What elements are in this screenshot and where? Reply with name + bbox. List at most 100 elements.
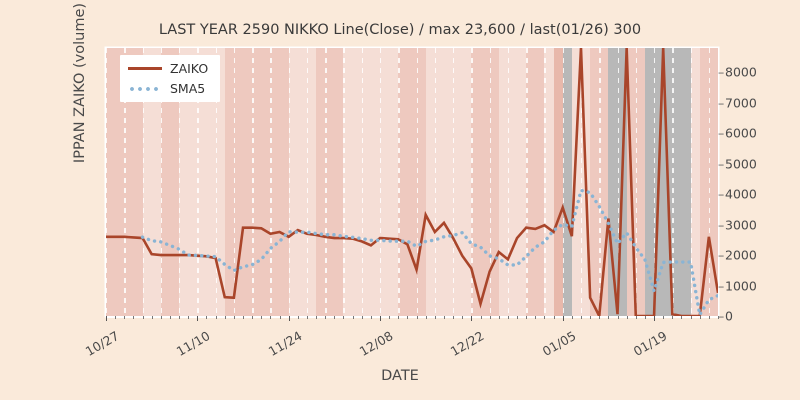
y-tick-label: –4000 — [718, 187, 757, 202]
x-tick-mark — [106, 316, 107, 321]
gridline-vertical — [526, 48, 528, 316]
x-tick-mark — [370, 316, 372, 319]
gridline-vertical — [453, 48, 455, 316]
x-tick-mark — [517, 316, 519, 319]
x-tick-mark — [306, 316, 308, 319]
x-tick-mark — [580, 316, 582, 319]
x-tick-mark — [233, 316, 235, 319]
x-tick-mark — [243, 316, 244, 319]
y-tick-label: –7000 — [718, 95, 757, 110]
x-tick-mark — [252, 316, 254, 319]
x-tick-mark — [654, 316, 656, 321]
gridline-vertical — [434, 48, 437, 316]
y-tick-mark: – — [718, 247, 725, 263]
gridline-vertical — [380, 48, 382, 316]
x-tick-mark — [681, 316, 683, 319]
x-tick-mark — [544, 316, 546, 319]
x-tick-mark — [571, 316, 573, 319]
x-tick-mark — [672, 316, 674, 319]
x-tick-mark — [425, 316, 427, 319]
x-tick-mark — [416, 316, 418, 319]
background-band — [343, 48, 399, 316]
background-band — [526, 48, 545, 316]
legend-swatch-sma5 — [128, 86, 162, 91]
x-tick-mark — [169, 316, 171, 319]
y-tick-label: –2000 — [718, 248, 757, 263]
legend-label-sma5: SMA5 — [170, 81, 206, 96]
x-tick-mark — [498, 316, 500, 319]
y-tick-text: 8000 — [725, 64, 757, 80]
gridline-vertical — [124, 48, 126, 316]
y-tick-mark: – — [718, 186, 725, 202]
x-tick-mark — [160, 316, 162, 319]
y-tick-mark: – — [718, 95, 725, 111]
legend-swatch-zaiko — [128, 67, 162, 70]
y-tick-mark: – — [718, 156, 725, 172]
x-axis-label: DATE — [381, 368, 419, 384]
gridline-vertical — [142, 48, 144, 316]
gridline-vertical — [252, 48, 254, 316]
x-tick-mark — [288, 316, 290, 321]
gridline-vertical — [617, 48, 619, 316]
x-tick-mark — [179, 316, 181, 319]
x-axis-spine — [106, 316, 718, 318]
x-tick-mark — [279, 316, 281, 319]
x-tick-label: 10/27 — [82, 328, 122, 360]
y-tick-mark: – — [718, 64, 725, 80]
gridline-vertical — [325, 48, 327, 316]
x-tick-mark — [398, 316, 400, 319]
x-tick-label: 12/22 — [448, 328, 487, 360]
gridline-vertical — [197, 48, 199, 316]
gridline-vertical — [690, 48, 692, 316]
gridline-vertical — [544, 48, 546, 316]
x-tick-mark — [343, 316, 345, 319]
background-band — [571, 48, 591, 316]
background-band — [690, 48, 700, 316]
gridline-vertical — [306, 48, 309, 316]
gridline-vertical — [288, 48, 291, 316]
x-tick-label: 01/19 — [630, 328, 670, 360]
x-tick-label: 12/08 — [356, 328, 396, 360]
x-tick-mark — [261, 316, 263, 319]
x-tick-mark — [535, 316, 537, 319]
x-tick-mark — [690, 316, 692, 319]
x-tick-mark — [224, 316, 226, 319]
x-tick-mark — [151, 316, 153, 319]
y-axis-ticks: –0 –1000 –2000 –3000 –4000 –5000 –6000 –7000 –80… — [718, 48, 798, 324]
x-tick-mark — [489, 316, 491, 319]
y-tick-mark: – — [718, 217, 725, 233]
y-tick-text: 2000 — [725, 247, 757, 263]
background-band — [398, 48, 426, 316]
x-tick-mark — [590, 316, 592, 319]
x-tick-mark — [453, 316, 455, 319]
y-tick-text: 3000 — [725, 217, 757, 233]
y-tick-text: 4000 — [725, 186, 757, 202]
x-tick-mark — [270, 316, 272, 319]
y-axis-label: IPPAN ZAIKO (volume) — [72, 2, 88, 164]
x-tick-label: 01/05 — [539, 328, 579, 360]
x-tick-label: 11/10 — [174, 328, 213, 360]
x-tick-mark — [526, 316, 528, 319]
background-band — [590, 48, 609, 316]
gridline-vertical — [416, 48, 418, 316]
series-line-sma5 — [140, 188, 718, 316]
x-tick-mark — [718, 316, 719, 319]
y-tick-text: 6000 — [725, 125, 757, 141]
gridline-vertical — [160, 48, 163, 316]
x-tick-mark — [325, 316, 327, 319]
legend-label-zaiko: ZAIKO — [170, 61, 209, 76]
background-band — [288, 48, 317, 316]
x-axis-ticks: 10/27 11/10 11/24 12/08 12/22 01/05 01/19 — [0, 316, 800, 376]
gridline-vertical — [635, 48, 638, 316]
x-tick-mark — [617, 316, 619, 319]
gridline-vertical — [562, 48, 565, 316]
legend-item-zaiko[interactable]: ZAIKO — [128, 61, 208, 76]
gridline-vertical — [398, 48, 400, 316]
x-tick-mark — [663, 316, 665, 319]
y-tick-label: –0 — [718, 309, 733, 324]
y-tick-text: 7000 — [725, 95, 757, 111]
x-tick-mark — [197, 316, 199, 321]
series-lines — [106, 48, 718, 316]
legend-item-sma5[interactable]: SMA5 — [128, 81, 208, 96]
background-band — [316, 48, 344, 316]
